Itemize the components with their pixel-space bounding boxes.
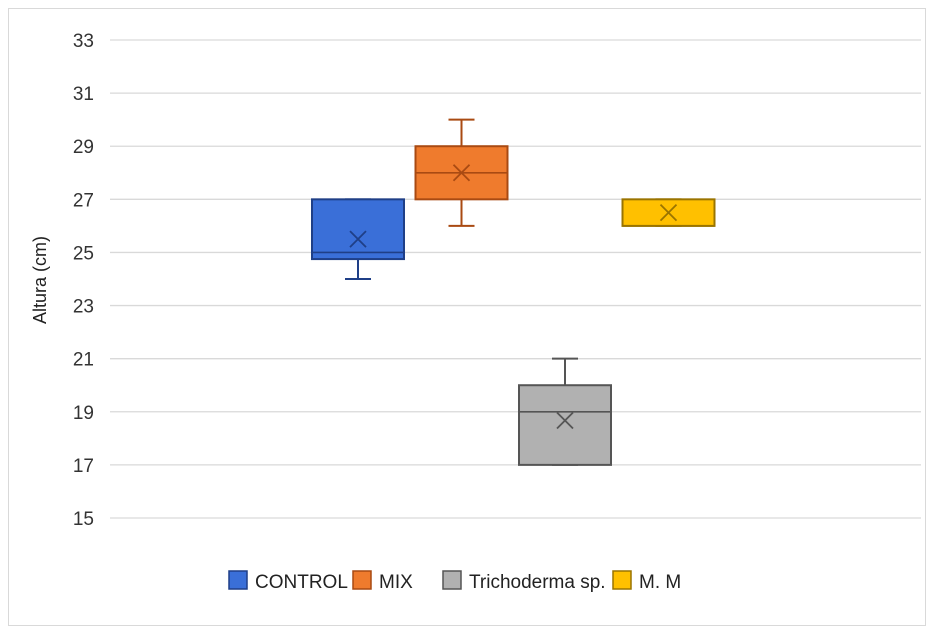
legend-swatch [352,570,372,590]
y-axis-title: Altura (cm) [30,236,50,324]
box-control [311,198,405,280]
y-tick-label: 33 [73,31,94,52]
y-axis-ticks: 15 17 19 21 23 25 27 29 31 33 [73,31,94,530]
legend-swatch [442,570,462,590]
boxes [311,118,716,466]
legend-item: Trichoderma sp. [442,570,606,593]
box-iqr [311,198,405,261]
y-tick-label: 15 [73,509,94,530]
box-m-m [621,198,716,227]
mean-marker [452,164,471,182]
legend-label: MIX [379,572,413,593]
box-trichoderma-sp [518,357,612,466]
gridlines [110,39,921,519]
legend-swatch [228,570,248,590]
legend-item: CONTROL [228,570,348,593]
y-tick-label: 21 [73,350,94,371]
legend-label: CONTROL [255,572,348,593]
box-iqr [518,384,612,466]
mean-marker [349,230,367,248]
y-tick-label: 25 [73,243,94,264]
mean-marker [556,411,574,430]
y-tick-label: 27 [73,190,94,211]
y-tick-label: 29 [73,137,94,158]
y-tick-label: 23 [73,297,94,318]
legend-label: Trichoderma sp. [469,572,606,593]
legend-label: M. M [639,572,681,593]
legend-item: M. M [612,570,681,593]
legend-swatch [612,570,632,590]
chart-frame [8,8,926,626]
box-mix [414,118,509,227]
y-tick-label: 17 [73,456,94,477]
mean-marker [659,203,678,222]
y-tick-label: 19 [73,403,94,424]
y-tick-label: 31 [73,84,94,105]
legend-item: MIX [352,570,413,593]
legend: CONTROL MIX Trichoderma sp. M. M [228,570,681,593]
